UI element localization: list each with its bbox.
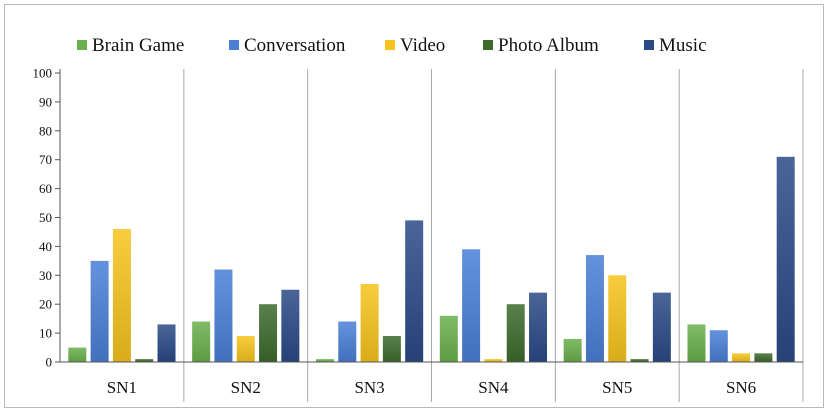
bar-sn5-video: [608, 275, 627, 362]
legend-swatch-video: [385, 40, 395, 50]
bar-sn4-video: [484, 359, 503, 362]
bar-sn1-music: [157, 324, 176, 362]
bar-sn6-photo-album: [754, 353, 773, 362]
bar-chart: Brain Game Conversation Video Photo Album Mu…: [33, 35, 804, 402]
axes: [59, 69, 803, 363]
legend-swatch-music: [644, 40, 654, 50]
x-category-label-sn2: SN2: [231, 378, 261, 397]
bar-sn2-conversation: [214, 269, 233, 362]
bar-sn5-brain-game: [563, 338, 582, 362]
bar-sn2-video: [236, 335, 255, 362]
x-category-label-sn3: SN3: [354, 378, 384, 397]
y-tick-label: 10: [39, 326, 52, 341]
x-category-label-sn1: SN1: [107, 378, 137, 397]
y-tick-label: 20: [39, 297, 52, 312]
bar-sn3-music: [405, 220, 424, 362]
legend-label-conversation: Conversation: [244, 35, 346, 56]
legend-label-music: Music: [659, 35, 707, 56]
bar-sn5-conversation: [585, 255, 604, 362]
legend-swatch-conversation: [229, 40, 239, 50]
bar-sn3-brain-game: [315, 359, 334, 362]
x-category-label-sn5: SN5: [602, 378, 632, 397]
y-tick-label: 30: [39, 268, 52, 283]
bar-sn4-photo-album: [506, 304, 525, 362]
legend-swatch-photo-album: [483, 40, 493, 50]
x-category-label-sn6: SN6: [726, 378, 756, 397]
y-tick-label: 60: [39, 181, 52, 196]
bar-sn6-conversation: [709, 330, 728, 362]
legend-swatch-brain-game: [77, 40, 87, 50]
y-tick-label: 90: [39, 94, 52, 109]
bar-sn1-video: [112, 229, 131, 362]
bar-sn2-photo-album: [259, 304, 278, 362]
legend-label-brain-game: Brain Game: [92, 35, 184, 56]
y-tick-label: 100: [33, 66, 53, 81]
x-axis-labels: SN1 SN2 SN3 SN4 SN5 SN6: [107, 378, 756, 397]
bar-sn4-conversation: [462, 249, 481, 362]
bar-sn5-photo-album: [630, 359, 649, 362]
legend: Brain Game Conversation Video Photo Album Mu…: [77, 35, 707, 56]
y-axis-ticks: 0 10 20 30 40 50 60 70 80 90 100: [33, 66, 60, 370]
bar-sn6-video: [732, 353, 751, 362]
bar-sn4-music: [529, 292, 548, 362]
bar-sn1-brain-game: [68, 347, 87, 362]
y-tick-label: 70: [39, 152, 52, 167]
y-tick-label: 80: [39, 123, 52, 138]
bar-sn6-music: [776, 156, 795, 362]
chart-frame: Brain Game Conversation Video Photo Album Mu…: [4, 4, 824, 408]
category-separators: [183, 69, 804, 402]
x-category-label-sn4: SN4: [478, 378, 509, 397]
y-tick-label: 40: [39, 239, 52, 254]
bar-sn1-photo-album: [135, 359, 154, 362]
bars: [68, 156, 795, 362]
y-tick-label: 0: [46, 355, 53, 370]
bar-sn2-brain-game: [192, 321, 211, 362]
bar-sn3-conversation: [338, 321, 357, 362]
bar-sn2-music: [281, 289, 300, 362]
bar-sn3-photo-album: [382, 335, 401, 362]
bar-sn5-music: [652, 292, 671, 362]
legend-label-photo-album: Photo Album: [498, 35, 599, 56]
bar-sn1-conversation: [90, 260, 109, 362]
bar-sn4-brain-game: [439, 315, 458, 362]
legend-label-video: Video: [400, 35, 445, 56]
bar-sn3-video: [360, 283, 379, 362]
bar-sn6-brain-game: [687, 324, 706, 362]
y-tick-label: 50: [39, 210, 52, 225]
